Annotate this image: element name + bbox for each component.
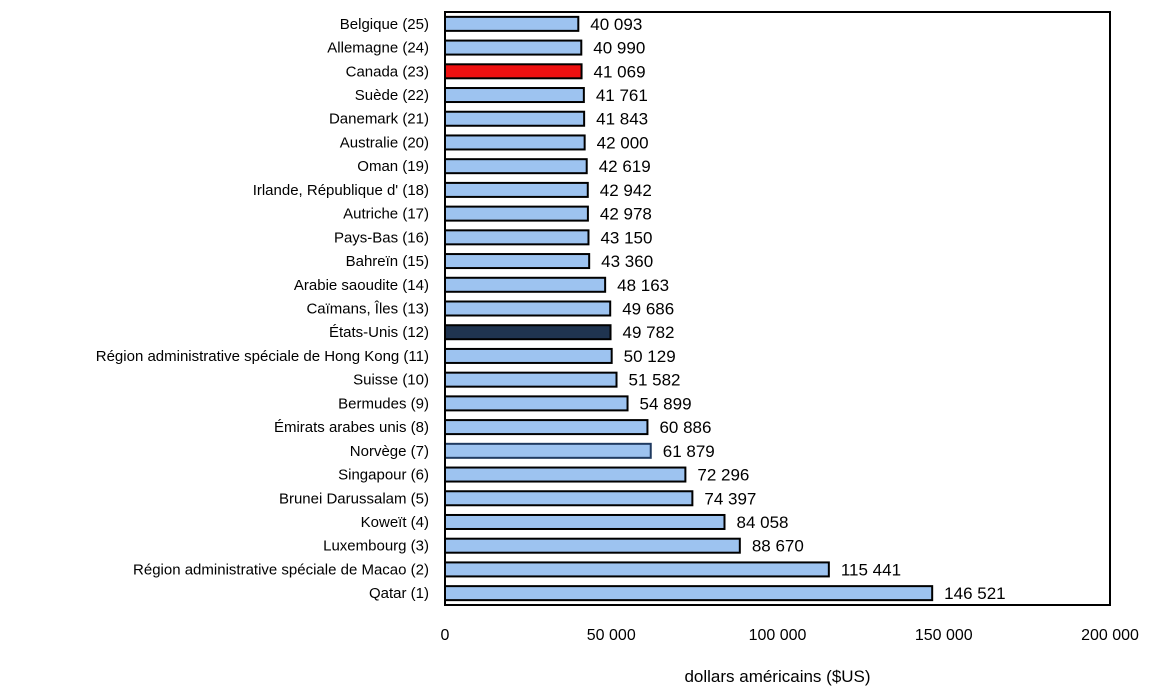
value-label: 60 886 bbox=[659, 418, 711, 437]
category-label: Oman (19) bbox=[357, 158, 429, 175]
bar bbox=[444, 395, 629, 412]
bar bbox=[444, 158, 588, 175]
bar bbox=[444, 442, 652, 459]
category-label: Région administrative spéciale de Macao … bbox=[133, 561, 429, 578]
bar bbox=[444, 134, 586, 151]
category-label: Suisse (10) bbox=[353, 372, 429, 389]
bar bbox=[444, 347, 613, 364]
category-label: Koweït (4) bbox=[361, 514, 429, 531]
x-tick-label: 100 000 bbox=[749, 627, 807, 644]
x-axis-title: dollars américains ($US) bbox=[684, 667, 870, 686]
category-label: Émirats arabes unis (8) bbox=[274, 419, 429, 436]
bar bbox=[444, 87, 585, 104]
value-labels: 40 093 40 990 41 069 41 761 41 843 42 000 42 6… bbox=[590, 15, 1005, 603]
bar bbox=[444, 181, 589, 198]
x-tick-label: 200 000 bbox=[1081, 627, 1139, 644]
bar bbox=[444, 300, 612, 317]
category-label: États-Unis (12) bbox=[329, 324, 429, 341]
category-label: Bermudes (9) bbox=[338, 395, 429, 412]
bar bbox=[444, 229, 590, 246]
value-label: 42 619 bbox=[599, 157, 651, 176]
bar bbox=[444, 15, 580, 32]
category-label: Autriche (17) bbox=[343, 206, 429, 223]
bar bbox=[444, 110, 586, 127]
value-label: 41 761 bbox=[596, 86, 648, 105]
category-label: Caïmans, Îles (13) bbox=[306, 301, 429, 318]
value-label: 72 296 bbox=[697, 466, 749, 485]
bar bbox=[444, 537, 741, 554]
category-labels: Belgique (25) Allemagne (24) Canada (23) Su… bbox=[96, 16, 429, 602]
bar bbox=[444, 276, 607, 293]
category-label: Brunei Darussalam (5) bbox=[279, 490, 429, 507]
bar bbox=[444, 585, 934, 602]
value-label: 51 582 bbox=[629, 371, 681, 390]
bar bbox=[444, 466, 687, 483]
value-label: 88 670 bbox=[752, 537, 804, 556]
x-tick-labels: 0 50 000 100 000 150 000 200 000 bbox=[441, 627, 1139, 644]
bar bbox=[444, 513, 726, 530]
value-label: 41 843 bbox=[596, 110, 648, 129]
category-label: Qatar (1) bbox=[369, 585, 429, 602]
category-label: Danemark (21) bbox=[329, 111, 429, 128]
category-label: Norvège (7) bbox=[350, 443, 429, 460]
value-label: 61 879 bbox=[663, 442, 715, 461]
value-label: 115 441 bbox=[841, 560, 901, 579]
value-label: 48 163 bbox=[617, 276, 669, 295]
value-label: 42 978 bbox=[600, 205, 652, 224]
category-label: Suède (22) bbox=[355, 87, 429, 104]
value-label: 40 990 bbox=[593, 39, 645, 58]
category-label: Allemagne (24) bbox=[327, 40, 429, 57]
value-label: 49 686 bbox=[622, 300, 674, 319]
bar bbox=[444, 39, 583, 56]
value-label: 54 899 bbox=[640, 394, 692, 413]
category-label: Région administrative spéciale de Hong K… bbox=[96, 348, 429, 365]
plot-frame bbox=[444, 11, 1111, 606]
value-label: 146 521 bbox=[944, 584, 1005, 603]
x-tick-label: 150 000 bbox=[915, 627, 973, 644]
bar bbox=[444, 205, 589, 222]
value-label: 40 093 bbox=[590, 15, 642, 34]
bar bbox=[444, 561, 830, 578]
bar bbox=[444, 419, 649, 436]
category-label: Irlande, République d' (18) bbox=[253, 182, 429, 199]
category-label: Australie (20) bbox=[340, 134, 429, 151]
category-label: Bahreïn (15) bbox=[346, 253, 429, 270]
value-label: 43 360 bbox=[601, 252, 653, 271]
value-label: 42 000 bbox=[597, 133, 649, 152]
bar bbox=[444, 371, 618, 388]
bar bbox=[444, 253, 591, 270]
bar bbox=[444, 63, 583, 80]
value-label: 84 058 bbox=[736, 513, 788, 532]
category-label: Canada (23) bbox=[346, 63, 429, 80]
category-label: Arabie saoudite (14) bbox=[294, 277, 429, 294]
x-tick-label: 0 bbox=[441, 627, 450, 644]
category-label: Luxembourg (3) bbox=[323, 538, 429, 555]
value-label: 42 942 bbox=[600, 181, 652, 200]
value-label: 50 129 bbox=[624, 347, 676, 366]
value-label: 49 782 bbox=[623, 323, 675, 342]
bar bbox=[444, 490, 694, 507]
value-label: 41 069 bbox=[594, 62, 646, 81]
value-label: 74 397 bbox=[704, 489, 756, 508]
category-label: Singapour (6) bbox=[338, 467, 429, 484]
category-label: Belgique (25) bbox=[340, 16, 429, 33]
category-label: Pays-Bas (16) bbox=[334, 229, 429, 246]
x-tick-label: 50 000 bbox=[587, 627, 636, 644]
value-label: 43 150 bbox=[600, 228, 652, 247]
bars-layer bbox=[444, 15, 934, 602]
bar bbox=[444, 324, 612, 341]
